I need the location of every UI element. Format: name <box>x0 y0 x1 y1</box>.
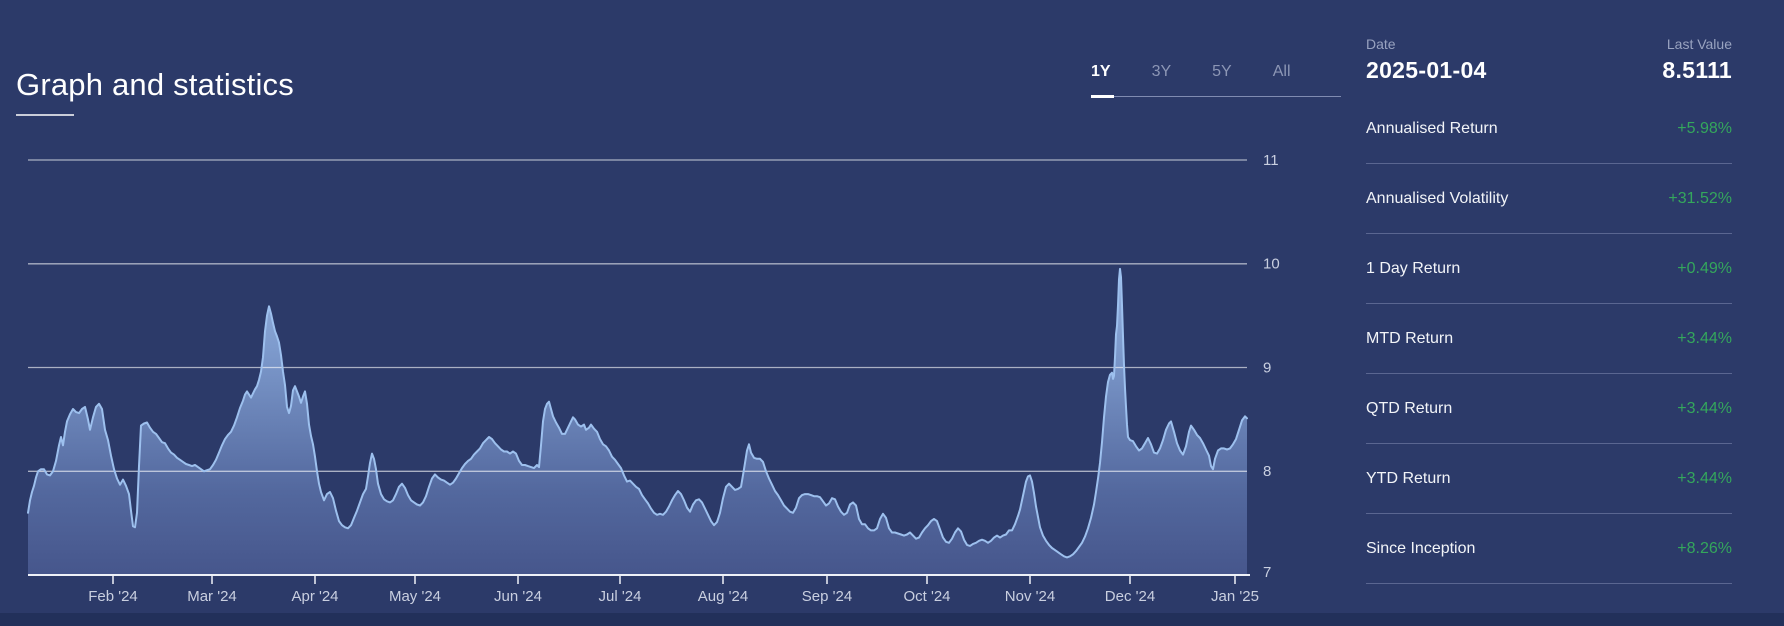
y-tick-label: 9 <box>1263 359 1271 376</box>
stat-row: YTD Return +3.44% <box>1366 444 1732 514</box>
tab-all[interactable]: All <box>1272 63 1291 80</box>
stat-row: Annualised Return +5.98% <box>1366 94 1732 164</box>
tab-3y[interactable]: 3Y <box>1151 63 1172 80</box>
stat-value: +3.44% <box>1677 329 1732 347</box>
stat-label: 1 Day Return <box>1366 259 1461 277</box>
bottom-strip <box>0 613 1784 626</box>
stat-value: +0.49% <box>1677 259 1732 277</box>
x-tick-label: Mar '24 <box>187 588 237 605</box>
stat-label: MTD Return <box>1366 329 1454 347</box>
tab-1y[interactable]: 1Y <box>1091 63 1111 80</box>
tabs-active-underline <box>1091 95 1114 98</box>
stat-row: MTD Return +3.44% <box>1366 304 1732 374</box>
x-tick-label: Dec '24 <box>1105 588 1155 605</box>
x-tick-label: Sep '24 <box>802 588 852 605</box>
stat-label: Annualised Volatility <box>1366 189 1509 207</box>
series-line <box>27 267 1248 559</box>
stat-row: Since Inception +8.26% <box>1366 514 1732 584</box>
stat-row: Annualised Volatility +31.52% <box>1366 164 1732 234</box>
x-tick-label: Apr '24 <box>291 588 338 605</box>
x-tick-label: May '24 <box>389 588 441 605</box>
x-tick-label: Oct '24 <box>903 588 950 605</box>
date-label: Date <box>1366 36 1396 52</box>
stat-label: YTD Return <box>1366 469 1451 487</box>
stat-value: +5.98% <box>1677 119 1732 137</box>
panel-header: Date 2025-01-04 Last Value 8.5111 <box>1366 36 1732 84</box>
stat-value: +3.44% <box>1677 399 1732 417</box>
chart-svg[interactable]: 7 8 9 10 11 Feb '24 Mar '24 Apr '24 May '24 Jun '… <box>0 0 1300 626</box>
y-tick-label: 8 <box>1263 463 1271 480</box>
stat-row: QTD Return +3.44% <box>1366 374 1732 444</box>
stat-label: Since Inception <box>1366 539 1476 557</box>
page-title: Graph and statistics <box>16 66 294 102</box>
x-tick-label: Aug '24 <box>698 588 748 605</box>
time-range-tabs: 1Y 3Y 5Y All <box>1091 63 1341 98</box>
area-fill <box>28 268 1247 575</box>
y-tick-label: 11 <box>1263 152 1279 169</box>
stat-value: +3.44% <box>1677 469 1732 487</box>
tab-5y[interactable]: 5Y <box>1212 63 1232 80</box>
y-tick-label: 10 <box>1263 256 1280 273</box>
stat-label: QTD Return <box>1366 399 1453 417</box>
statistics-panel: Date 2025-01-04 Last Value 8.5111 Annual… <box>1366 0 1732 584</box>
y-tick-label: 7 <box>1263 564 1271 581</box>
stat-row: 1 Day Return +0.49% <box>1366 234 1732 304</box>
x-tick-label: Feb '24 <box>88 588 138 605</box>
x-tick-label: Jun '24 <box>494 588 542 605</box>
last-value: 8.5111 <box>1662 57 1732 83</box>
x-tick-label: Jan '25 <box>1211 588 1259 605</box>
stat-value: +31.52% <box>1668 189 1732 207</box>
last-value-label: Last Value <box>1666 36 1732 52</box>
stat-rows: Annualised Return +5.98% Annualised Vola… <box>1366 94 1732 584</box>
date-value: 2025-01-04 <box>1366 57 1487 83</box>
title-underline <box>16 114 74 116</box>
stat-value: +8.26% <box>1677 539 1732 557</box>
tabs-underline <box>1091 96 1341 97</box>
x-tick-label: Jul '24 <box>599 588 642 605</box>
stat-label: Annualised Return <box>1366 119 1498 137</box>
x-tick-label: Nov '24 <box>1005 588 1055 605</box>
